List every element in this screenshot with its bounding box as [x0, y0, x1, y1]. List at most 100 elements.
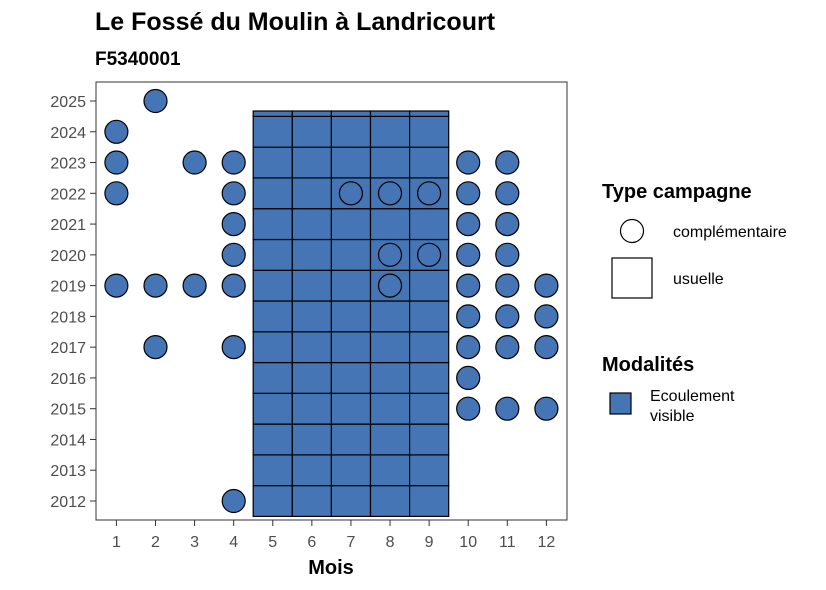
y-tick-label-2012: 2012 — [50, 494, 86, 511]
usuelle-square-2022-6 — [291, 177, 332, 210]
complementaire-point-2018-11 — [495, 304, 520, 329]
usuelle-square-2024-6 — [291, 115, 332, 148]
usuelle-square-2025-9 — [409, 110, 450, 118]
usuelle-square-2019-5 — [252, 269, 293, 302]
complementaire-point-2012-4 — [221, 488, 246, 514]
usuelle-square-2022-9 — [409, 177, 450, 210]
legend-usuelle-label: usuelle — [673, 271, 724, 288]
usuelle-square-2015-6 — [291, 392, 332, 425]
usuelle-square-2025-5 — [252, 110, 293, 118]
usuelle-square-2023-7 — [330, 146, 372, 179]
usuelle-square-2022-8 — [369, 177, 411, 210]
usuelle-square-2024-9 — [409, 115, 450, 148]
usuelle-square-2024-8 — [369, 115, 411, 148]
x-tick-label-1: 1 — [112, 534, 121, 551]
usuelle-square-2013-8 — [369, 454, 411, 487]
usuelle-square-2020-7 — [330, 238, 372, 271]
usuelle-square-2018-7 — [330, 300, 372, 333]
usuelle-square-2023-6 — [291, 146, 332, 179]
usuelle-square-2015-8 — [369, 392, 411, 425]
usuelle-square-2014-8 — [369, 423, 411, 456]
usuelle-square-2025-6 — [291, 110, 332, 118]
complementaire-point-2021-4 — [221, 212, 246, 237]
legend-ecoulement-swatch — [609, 392, 632, 415]
complementaire-point-2022-9 — [417, 181, 442, 206]
usuelle-square-2017-8 — [369, 331, 411, 364]
complementaire-point-2019-11 — [495, 273, 520, 298]
complementaire-point-2019-1 — [104, 273, 129, 298]
complementaire-point-2023-4 — [221, 150, 246, 175]
usuelle-square-2022-7 — [330, 177, 372, 210]
complementaire-point-2021-10 — [456, 212, 481, 237]
complementaire-point-2017-10 — [456, 335, 481, 360]
usuelle-square-2019-9 — [409, 269, 450, 302]
complementaire-point-2020-10 — [456, 242, 481, 267]
usuelle-square-2022-5 — [252, 177, 293, 210]
complementaire-point-2017-12 — [534, 335, 559, 360]
usuelle-square-2019-7 — [330, 269, 372, 302]
y-tick-label-2013: 2013 — [50, 463, 86, 480]
usuelle-square-2018-9 — [409, 300, 450, 333]
complementaire-point-2018-10 — [456, 304, 481, 329]
legend-type-title: Type campagne — [602, 181, 752, 203]
usuelle-square-2021-9 — [409, 208, 450, 241]
usuelle-square-2024-5 — [252, 115, 293, 148]
complementaire-point-2018-12 — [534, 304, 559, 329]
y-tick-label-2023: 2023 — [50, 156, 86, 173]
complementaire-point-2024-1 — [104, 119, 129, 144]
complementaire-point-2022-4 — [221, 181, 246, 206]
chart-subtitle: F5340001 — [95, 49, 181, 70]
usuelle-square-2016-9 — [409, 361, 450, 394]
chart-title: Le Fossé du Moulin à Landricourt — [95, 8, 496, 36]
complementaire-point-2017-11 — [495, 335, 520, 360]
complementaire-point-2022-11 — [495, 181, 520, 206]
x-tick-label-12: 12 — [537, 534, 555, 551]
complementaire-point-2015-12 — [534, 396, 559, 421]
usuelle-square-2012-8 — [369, 485, 411, 518]
complementaire-point-2025-2 — [143, 88, 168, 114]
usuelle-square-2020-5 — [252, 238, 293, 271]
x-tick-label-8: 8 — [386, 534, 395, 551]
usuelle-square-2023-8 — [369, 146, 411, 179]
complementaire-point-2019-2 — [143, 273, 168, 298]
usuelle-square-2014-9 — [409, 423, 450, 456]
y-tick-label-2014: 2014 — [50, 432, 86, 449]
y-tick-label-2025: 2025 — [50, 94, 86, 111]
complementaire-point-2023-3 — [182, 150, 207, 175]
usuelle-square-2015-5 — [252, 392, 293, 425]
usuelle-square-2020-9 — [409, 238, 450, 271]
usuelle-square-2017-5 — [252, 331, 293, 364]
x-tick-label-2: 2 — [151, 534, 160, 551]
legend-complementaire-circle — [619, 218, 645, 244]
legend-modal-title: Modalités — [602, 354, 694, 376]
usuelle-square-2021-6 — [291, 208, 332, 241]
usuelle-square-2021-8 — [369, 208, 411, 241]
usuelle-square-2017-6 — [291, 331, 332, 364]
usuelle-square-2014-6 — [291, 423, 332, 456]
usuelle-square-2014-7 — [330, 423, 372, 456]
y-tick-label-2017: 2017 — [50, 340, 86, 357]
x-axis-title: Mois — [308, 557, 354, 579]
y-tick-label-2021: 2021 — [50, 217, 86, 234]
usuelle-square-2021-7 — [330, 208, 372, 241]
complementaire-point-2019-12 — [534, 273, 559, 298]
complementaire-point-2016-10 — [456, 365, 481, 390]
y-tick-label-2024: 2024 — [50, 125, 86, 142]
y-tick-label-2016: 2016 — [50, 371, 86, 388]
x-tick-label-6: 6 — [307, 534, 316, 551]
y-tick-label-2018: 2018 — [50, 309, 86, 326]
complementaire-point-2020-9 — [417, 242, 442, 267]
complementaire-point-2019-4 — [221, 273, 246, 298]
usuelle-square-2017-9 — [409, 331, 450, 364]
legend-usuelle-square — [611, 257, 653, 299]
usuelle-square-2018-8 — [369, 300, 411, 333]
legend-ecoulement-line-1: Ecoulement — [650, 388, 735, 405]
complementaire-point-2022-7 — [338, 181, 363, 206]
usuelle-square-2016-7 — [330, 361, 372, 394]
x-tick-label-9: 9 — [425, 534, 434, 551]
complementaire-point-2015-10 — [456, 396, 481, 421]
y-tick-label-2022: 2022 — [50, 186, 86, 203]
usuelle-square-2023-5 — [252, 146, 293, 179]
usuelle-square-2021-5 — [252, 208, 293, 241]
